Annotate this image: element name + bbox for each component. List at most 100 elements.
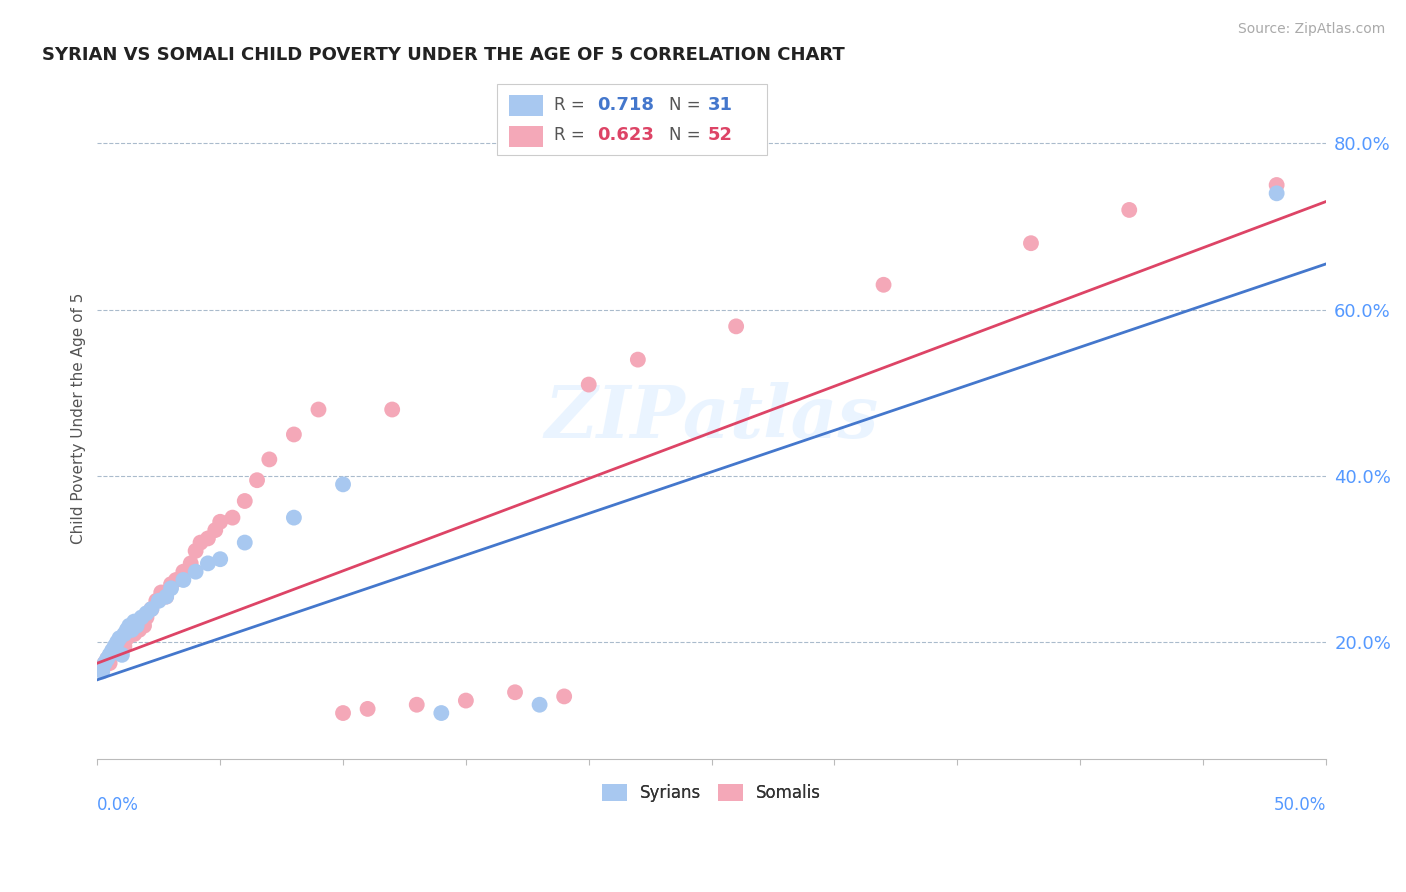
Text: Source: ZipAtlas.com: Source: ZipAtlas.com: [1237, 22, 1385, 37]
Point: [111, 635, 134, 649]
Text: N =: N =: [669, 96, 706, 114]
Point: [101, 648, 124, 662]
Point: [145, 594, 167, 608]
Point: [105, 635, 128, 649]
Point: [160, 582, 183, 596]
Text: 31: 31: [707, 96, 733, 114]
Point: [155, 590, 177, 604]
Point: [332, 477, 354, 491]
Text: N =: N =: [669, 127, 706, 145]
Point: [204, 523, 226, 537]
Point: [91, 660, 114, 674]
Point: [98, 648, 121, 662]
Point: [197, 532, 219, 546]
Point: [125, 618, 148, 632]
Point: [430, 706, 453, 720]
Point: [128, 623, 150, 637]
Point: [180, 557, 202, 571]
Point: [141, 602, 163, 616]
Point: [209, 515, 232, 529]
Point: [553, 690, 575, 704]
Point: [148, 594, 170, 608]
Point: [503, 685, 526, 699]
Point: [381, 402, 404, 417]
Point: [1019, 236, 1042, 251]
Point: [1118, 202, 1140, 217]
Point: [725, 319, 748, 334]
Point: [121, 623, 143, 637]
Point: [259, 452, 281, 467]
Point: [150, 585, 173, 599]
Point: [197, 557, 219, 571]
Point: [122, 627, 145, 641]
Text: 0.623: 0.623: [598, 127, 654, 145]
Point: [233, 494, 256, 508]
Point: [135, 607, 157, 621]
Point: [115, 623, 138, 637]
Point: [221, 510, 243, 524]
Y-axis label: Child Poverty Under the Age of 5: Child Poverty Under the Age of 5: [72, 293, 86, 543]
Point: [108, 643, 131, 657]
Point: [578, 377, 600, 392]
Point: [125, 618, 148, 632]
Point: [283, 427, 305, 442]
Point: [160, 577, 183, 591]
Text: 0.718: 0.718: [598, 96, 654, 114]
Point: [91, 665, 114, 679]
Point: [103, 643, 125, 657]
Point: [209, 552, 232, 566]
Point: [93, 656, 115, 670]
Point: [1265, 186, 1288, 201]
Legend: Syrians, Somalis: Syrians, Somalis: [595, 777, 828, 808]
Point: [190, 535, 212, 549]
Point: [122, 615, 145, 629]
Text: 50.0%: 50.0%: [1274, 797, 1326, 814]
Point: [112, 640, 135, 654]
Point: [627, 352, 650, 367]
Point: [105, 640, 128, 654]
Point: [121, 623, 143, 637]
Point: [332, 706, 354, 720]
Point: [155, 590, 177, 604]
Point: [115, 631, 138, 645]
Point: [111, 648, 134, 662]
Point: [172, 573, 194, 587]
Point: [96, 652, 118, 666]
Text: ZIPatlas: ZIPatlas: [544, 383, 879, 453]
Point: [103, 640, 125, 654]
Point: [246, 473, 269, 487]
Bar: [509, 127, 543, 146]
Point: [132, 618, 155, 632]
Point: [184, 565, 207, 579]
Point: [872, 277, 894, 292]
Point: [118, 618, 141, 632]
Point: [131, 615, 153, 629]
Point: [405, 698, 427, 712]
Point: [233, 535, 256, 549]
Point: [172, 565, 194, 579]
Point: [131, 610, 153, 624]
Point: [118, 627, 141, 641]
Point: [454, 693, 477, 707]
Text: 52: 52: [707, 127, 733, 145]
Point: [101, 643, 124, 657]
Text: R =: R =: [554, 127, 591, 145]
Text: SYRIAN VS SOMALI CHILD POVERTY UNDER THE AGE OF 5 CORRELATION CHART: SYRIAN VS SOMALI CHILD POVERTY UNDER THE…: [42, 46, 845, 64]
Point: [184, 544, 207, 558]
Point: [165, 573, 187, 587]
Point: [308, 402, 330, 417]
FancyBboxPatch shape: [496, 84, 766, 155]
Point: [529, 698, 551, 712]
Point: [108, 631, 131, 645]
Point: [112, 627, 135, 641]
Point: [1265, 178, 1288, 192]
Point: [141, 602, 163, 616]
Text: R =: R =: [554, 96, 591, 114]
Text: 0.0%: 0.0%: [97, 797, 139, 814]
Point: [135, 610, 157, 624]
Point: [93, 656, 115, 670]
Point: [356, 702, 378, 716]
Bar: [509, 95, 543, 116]
Point: [98, 656, 121, 670]
Point: [283, 510, 305, 524]
